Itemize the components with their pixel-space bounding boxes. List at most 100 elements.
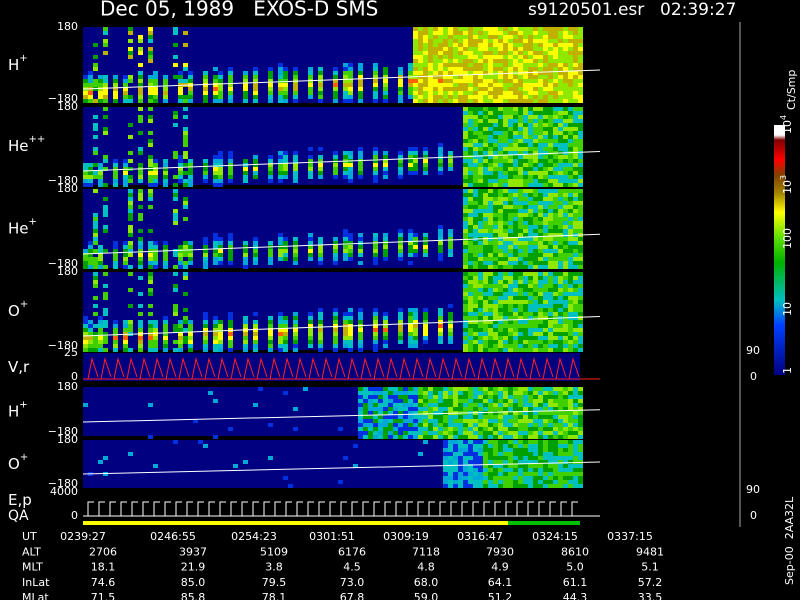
cell: [128, 135, 133, 139]
cell: [253, 312, 258, 316]
cell: [93, 135, 98, 139]
cell: [423, 316, 428, 320]
cell: [243, 159, 248, 163]
cell: [488, 265, 493, 269]
cell: [98, 167, 103, 171]
cell: [423, 147, 428, 151]
cell: [573, 304, 578, 308]
cell: [513, 257, 518, 261]
cell: [533, 435, 538, 439]
cell: [523, 423, 528, 427]
cell: [173, 189, 178, 193]
cell: [533, 257, 538, 261]
cell: [498, 163, 503, 167]
cell: [483, 135, 488, 139]
cell: [538, 193, 543, 197]
cell: [83, 403, 88, 407]
cell: [493, 55, 498, 59]
cell: [553, 39, 558, 43]
cell: [538, 167, 543, 171]
cell: [408, 229, 413, 233]
cell: [423, 163, 428, 167]
cell: [468, 272, 473, 276]
cell: [388, 391, 393, 395]
cell: [398, 415, 403, 419]
cell: [358, 415, 363, 419]
cell: [558, 79, 563, 83]
cell: [413, 415, 418, 419]
cell: [573, 151, 578, 155]
cell: [138, 179, 143, 183]
cell: [408, 423, 413, 427]
cell: [113, 159, 118, 163]
cell: [483, 167, 488, 171]
cell: [228, 83, 233, 87]
cell: [93, 221, 98, 225]
cell: [373, 391, 378, 395]
cell: [558, 55, 563, 59]
cell: [563, 245, 568, 249]
cell: [318, 167, 323, 171]
cell: [358, 163, 363, 167]
cell: [448, 387, 453, 391]
cell: [528, 193, 533, 197]
cell: [523, 272, 528, 276]
cell: [278, 332, 283, 336]
cell: [218, 324, 223, 328]
cell: [488, 225, 493, 229]
cell: [123, 175, 128, 179]
cell: [548, 75, 553, 79]
cell: [483, 217, 488, 221]
cell: [553, 300, 558, 304]
cell: [568, 476, 573, 480]
cell: [548, 39, 553, 43]
cell: [438, 312, 443, 316]
cell: [453, 415, 458, 419]
cell: [333, 167, 338, 171]
cell: [523, 217, 528, 221]
cell: [488, 280, 493, 284]
cell: [493, 476, 498, 480]
cell: [378, 391, 383, 395]
cell: [558, 304, 563, 308]
cell: [563, 95, 568, 99]
cell: [513, 444, 518, 448]
cell: [558, 484, 563, 488]
cell: [318, 171, 323, 175]
cell: [518, 221, 523, 225]
cell: [578, 435, 583, 439]
cell: [318, 87, 323, 91]
cell: [523, 296, 528, 300]
cell: [453, 51, 458, 55]
cell: [268, 320, 273, 324]
cell: [558, 155, 563, 159]
cell: [448, 431, 453, 435]
cell: [243, 460, 248, 464]
cell: [358, 411, 363, 415]
cell: [443, 456, 448, 460]
cell: [83, 348, 88, 352]
cell: [463, 229, 468, 233]
cell: [478, 167, 483, 171]
cell: [543, 304, 548, 308]
cell: [453, 464, 458, 468]
cell: [573, 189, 578, 193]
cell: [93, 229, 98, 233]
cell: [558, 123, 563, 127]
cell-value: 3937: [179, 545, 207, 558]
cell: [428, 435, 433, 439]
cell: [148, 163, 153, 167]
cell: [333, 171, 338, 175]
cell: [508, 348, 513, 352]
cell: [553, 320, 558, 324]
cell: [463, 403, 468, 407]
cell: [548, 225, 553, 229]
cell: [383, 395, 388, 399]
cell: [493, 67, 498, 71]
cell: [503, 27, 508, 31]
cell: [433, 91, 438, 95]
cell: [373, 95, 378, 99]
cell: [493, 225, 498, 229]
cell: [528, 300, 533, 304]
cell: [153, 245, 158, 249]
